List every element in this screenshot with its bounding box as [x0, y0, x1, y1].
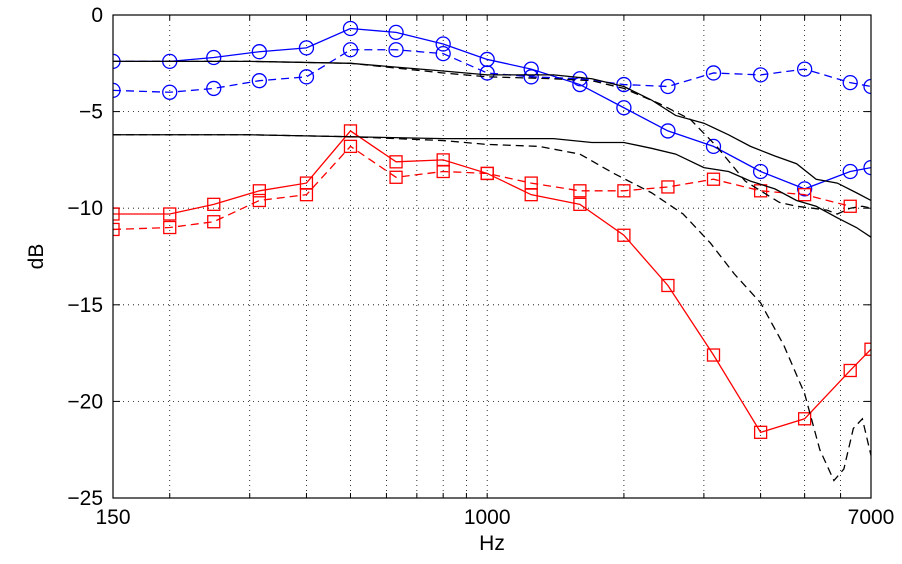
data-point — [523, 69, 539, 85]
data-point — [706, 348, 721, 362]
series-7 — [113, 60, 871, 215]
x-tick-label: 7000 — [848, 506, 895, 529]
data-point — [162, 84, 178, 100]
data-point — [298, 69, 315, 85]
data-point — [661, 180, 675, 194]
data-point — [163, 207, 177, 221]
data-point — [752, 67, 769, 83]
data-point — [753, 425, 768, 439]
data-point — [863, 159, 871, 176]
data-point — [660, 123, 676, 139]
data-point — [863, 78, 871, 95]
tick-marks — [113, 14, 872, 499]
data-point — [480, 166, 494, 181]
data-point — [617, 184, 631, 198]
data-point — [616, 100, 632, 116]
data-point — [342, 42, 359, 58]
y-tick-label: −25 — [67, 487, 103, 510]
x-tick-label: 150 — [95, 506, 130, 529]
series-5 — [113, 60, 871, 202]
data-point — [797, 188, 812, 202]
data-point — [864, 342, 871, 356]
data-point — [206, 80, 222, 97]
data-point — [251, 44, 267, 60]
data-point — [660, 78, 676, 95]
data-point — [343, 139, 358, 154]
y-tick-label: −15 — [67, 294, 103, 317]
data-point — [524, 176, 538, 190]
grid-lines — [113, 15, 871, 498]
x-tick-label: 1000 — [464, 506, 511, 529]
y-tick-label: −20 — [67, 390, 103, 413]
data-point — [479, 65, 495, 81]
data-point — [796, 181, 813, 197]
series-2 — [113, 42, 871, 100]
y-axis-label: dB — [25, 244, 48, 270]
data-point — [163, 220, 177, 235]
data-point — [299, 188, 314, 202]
data-point — [251, 73, 267, 89]
data-point — [207, 197, 221, 211]
data-point — [389, 155, 403, 169]
data-point — [842, 163, 858, 180]
data-point — [113, 207, 120, 221]
series-1 — [113, 20, 871, 197]
series-line — [113, 130, 871, 434]
x-axis-label: Hz — [479, 532, 505, 555]
data-point — [388, 42, 404, 58]
data-point — [706, 172, 721, 186]
series-4 — [113, 139, 857, 237]
data-point — [523, 61, 539, 77]
series-layer — [113, 20, 871, 482]
series-line — [113, 60, 871, 215]
data-point — [797, 412, 812, 426]
series-line — [113, 27, 871, 190]
data-point — [796, 61, 813, 77]
data-point — [342, 20, 359, 37]
data-point — [752, 163, 769, 180]
data-point — [389, 170, 403, 184]
y-tick-label: −5 — [79, 101, 103, 124]
data-point — [388, 24, 404, 41]
data-point — [705, 138, 722, 155]
series-line — [113, 134, 871, 482]
series-8 — [113, 134, 871, 482]
data-point — [113, 222, 120, 237]
y-tick-label: 0 — [91, 4, 103, 27]
series-6 — [113, 134, 871, 238]
data-point — [298, 40, 315, 56]
data-point — [573, 184, 587, 198]
data-point — [435, 36, 451, 52]
series-line — [113, 134, 871, 238]
data-point — [113, 82, 121, 98]
data-point — [843, 363, 857, 378]
data-point — [842, 74, 858, 91]
plot-frame — [112, 14, 872, 499]
data-point — [436, 164, 450, 179]
data-point — [252, 193, 266, 208]
data-point — [617, 228, 631, 242]
data-point — [843, 199, 857, 213]
series-line — [113, 145, 851, 231]
data-point — [661, 278, 675, 293]
data-point — [252, 184, 266, 198]
data-point — [573, 197, 587, 211]
data-point — [705, 65, 722, 81]
data-point — [207, 215, 221, 229]
data-point — [206, 49, 222, 66]
data-point — [435, 45, 451, 62]
series-line — [113, 60, 871, 202]
y-tick-label: −10 — [67, 197, 103, 220]
